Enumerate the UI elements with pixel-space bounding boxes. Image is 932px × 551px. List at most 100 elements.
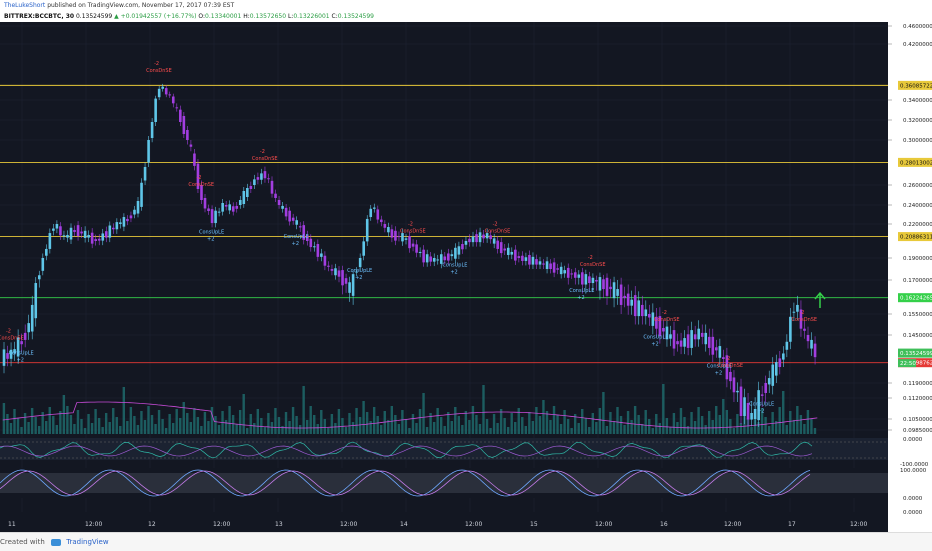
candle-body (48, 233, 52, 249)
candle-body (256, 177, 260, 180)
volume-bar (528, 412, 531, 434)
signal-count: -2 (493, 222, 498, 228)
candle-body (439, 254, 443, 264)
candle-body (263, 171, 267, 179)
level-tag (898, 80, 932, 90)
volume-bar (619, 416, 623, 434)
volume-bar (485, 419, 489, 434)
time-axis-background (0, 515, 888, 532)
volume-bar (387, 420, 390, 434)
candle-body (242, 191, 246, 204)
level-tag (898, 293, 932, 303)
volume-bar (122, 387, 126, 434)
volume-bar (210, 407, 214, 434)
candle-body (133, 209, 136, 215)
open-value: 0.13340001 (205, 13, 242, 20)
volume-bar (577, 423, 580, 434)
candle-body (390, 229, 394, 238)
time-label: 17 (788, 521, 796, 528)
volume-bar (630, 420, 633, 434)
volume-bar (249, 414, 252, 434)
candle-body (62, 235, 66, 237)
candle-body (609, 286, 612, 290)
candle-body (676, 341, 679, 345)
candle-body (126, 218, 129, 222)
candle-body (344, 278, 348, 284)
candle-body (489, 235, 492, 240)
volume-bar (380, 425, 383, 434)
candle-body (383, 224, 387, 228)
signal-label: ConsDnSE (146, 68, 172, 74)
candle-body (313, 246, 316, 248)
candles (2, 83, 817, 427)
volume-bar (700, 416, 704, 434)
signal-label: ConsUpLE (284, 234, 309, 240)
volume-bar (253, 423, 256, 434)
low-label: L: (287, 13, 294, 20)
candle-body (679, 340, 683, 347)
signal-count: -2 (196, 175, 201, 181)
signal-labels: ConsUpLE+2ConsDnSE-2ConsDnSE-2ConsDnSE-2… (0, 61, 817, 415)
volume-bar (291, 407, 295, 434)
candle-body (757, 390, 760, 421)
candle-body (432, 258, 436, 262)
volume-bar (517, 408, 520, 434)
volume-bar (422, 393, 425, 434)
indicator-pane-1: 0.0000 -100.0000 (0, 437, 929, 468)
open-label: O: (198, 13, 206, 20)
volume-bar (750, 427, 753, 434)
author-link[interactable]: TheLukeShort (4, 2, 46, 9)
candle-body (686, 334, 690, 348)
candle-body (478, 232, 482, 243)
time-tag-label: 22:50 (900, 361, 916, 367)
candle-body (454, 247, 457, 259)
time-label: 12:00 (340, 521, 357, 528)
tradingview-brand[interactable]: TradingView (66, 538, 109, 546)
candle-body (97, 238, 101, 241)
candle-body (789, 316, 792, 342)
volume-bar (214, 416, 217, 434)
volume-bar (591, 413, 595, 434)
close-value: 0.13524599 (337, 13, 374, 20)
volume-bar (231, 415, 235, 434)
volume-bar (556, 415, 559, 434)
candle-body (161, 86, 164, 89)
candle-body (545, 261, 549, 269)
level-tag-label: 0.36085722 (900, 83, 932, 89)
candle-body (41, 258, 45, 271)
volume-bar (450, 421, 453, 434)
symbol-label[interactable]: BITTREX:BCCBTC, 30 (4, 13, 75, 20)
signal-count: +2 (715, 370, 722, 376)
time-label: 12:00 (85, 521, 102, 528)
volume-bar (739, 423, 743, 434)
candle-body (69, 227, 73, 240)
volume-bar (454, 407, 457, 434)
close-label: C: (331, 13, 338, 20)
candle-body (23, 332, 27, 340)
candle-body (157, 88, 161, 98)
candle-body (281, 205, 284, 209)
signal-count: +2 (757, 409, 764, 415)
signal-label: ConsDnSE (791, 317, 817, 323)
volume-bar (415, 423, 418, 434)
candle-body (566, 267, 570, 278)
volume-bar (238, 410, 242, 434)
price-axis-background (888, 22, 932, 532)
volume-bar (559, 424, 563, 434)
candle-body (408, 236, 411, 249)
signal-count: +2 (355, 275, 362, 281)
volume-bar (330, 414, 334, 434)
candle-body (630, 299, 633, 306)
candle-body (119, 222, 122, 224)
volume-bar (59, 411, 62, 434)
candle-body (376, 209, 380, 220)
candle-body (796, 304, 799, 312)
chart-canvas[interactable]: 0.36085722 0.28013002 0.20886311 0.16224265… (0, 22, 932, 532)
volume-bar (157, 410, 161, 434)
candle-body (143, 167, 147, 181)
volume-bar (496, 423, 499, 434)
candle-body (531, 256, 535, 265)
candle-body (298, 226, 302, 228)
